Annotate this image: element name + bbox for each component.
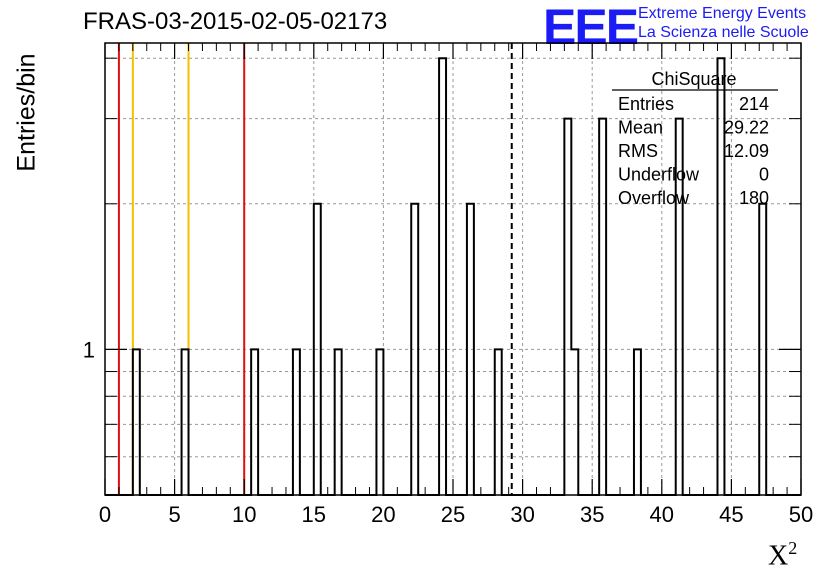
stats-row-label: Mean: [618, 118, 663, 138]
logo-subtitle-line1: Extreme Energy Events: [638, 5, 807, 22]
chart-title: FRAS-03-2015-02-05-02173: [83, 8, 388, 35]
x-tick-label: 30: [510, 502, 534, 527]
stats-row-value: 29.22: [724, 118, 769, 138]
stats-row-value: 0: [759, 165, 769, 185]
x-tick-label: 20: [371, 502, 395, 527]
x-tick-label: 35: [580, 502, 604, 527]
logo-subtitle-line2: La Scienza nelle Scuole: [638, 24, 809, 41]
stats-row-label: RMS: [618, 141, 658, 161]
x-tick-label: 25: [441, 502, 465, 527]
stats-row-value: 180: [739, 188, 769, 208]
stats-row-value: 214: [739, 94, 769, 114]
x-axis-label-sup: 2: [788, 538, 798, 558]
histogram-bin: [599, 119, 606, 495]
stats-row-label: Entries: [618, 94, 674, 114]
eee-logo: EEE: [543, 0, 639, 55]
histogram-bin: [439, 58, 446, 495]
x-tick-label: 15: [302, 502, 326, 527]
stats-title: ChiSquare: [651, 69, 736, 89]
y-tick-label: 1: [83, 337, 95, 362]
stats-row-label: Underflow: [618, 165, 700, 185]
x-axis-label: X2: [768, 538, 797, 572]
x-tick-label: 40: [650, 502, 674, 527]
x-tick-label: 5: [168, 502, 180, 527]
x-tick-label: 45: [719, 502, 743, 527]
stats-row-label: Overflow: [618, 188, 690, 208]
x-tick-label: 10: [232, 502, 256, 527]
histogram-bin: [564, 119, 571, 495]
stats-row-value: 12.09: [724, 141, 769, 161]
x-tick-label: 50: [789, 502, 813, 527]
x-tick-label: 0: [99, 502, 111, 527]
x-axis-label-main: X: [768, 540, 789, 572]
